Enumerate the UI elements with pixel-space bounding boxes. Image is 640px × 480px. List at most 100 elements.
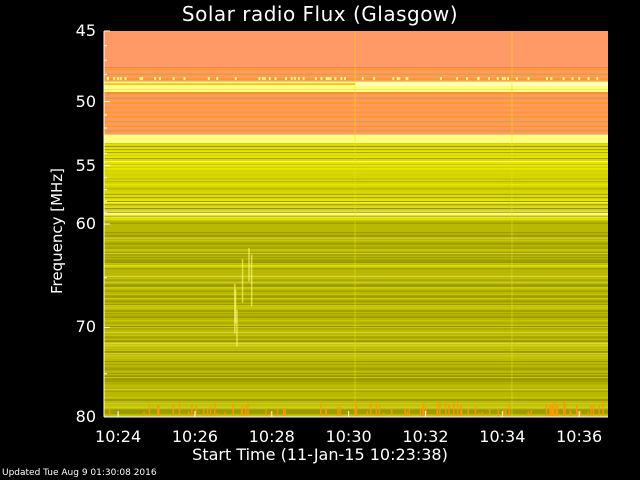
texture-line xyxy=(104,297,608,299)
texture-line xyxy=(104,221,608,223)
texture-line xyxy=(104,202,608,204)
upper-speckle xyxy=(343,77,346,81)
x-axis-label: Start Time (11-Jan-15 10:23:38) xyxy=(192,445,448,464)
x-tick-label: 10:34 xyxy=(479,427,526,446)
upper-speckle xyxy=(334,77,337,81)
texture-line xyxy=(104,267,608,269)
lower-spike xyxy=(224,411,226,417)
texture-line xyxy=(104,389,608,391)
texture-line xyxy=(104,321,608,323)
lower-spike xyxy=(172,404,175,417)
texture-line xyxy=(104,395,608,397)
lower-spike xyxy=(564,402,566,417)
lower-spike xyxy=(530,410,532,417)
lower-spike xyxy=(549,408,552,417)
texture-line xyxy=(104,336,608,338)
texture-line xyxy=(104,222,608,224)
lower-spike xyxy=(556,404,559,417)
upper-speckle xyxy=(268,77,271,81)
upper-speckle xyxy=(159,77,162,81)
texture-line xyxy=(104,272,608,274)
texture-line xyxy=(104,282,608,284)
texture-line xyxy=(104,300,608,302)
texture-line xyxy=(104,242,608,244)
lower-spike xyxy=(406,410,409,417)
texture-line xyxy=(104,299,608,301)
texture-line xyxy=(104,322,608,324)
texture-line xyxy=(104,377,608,379)
upper-speckle xyxy=(302,77,305,81)
lower-spike xyxy=(325,408,327,417)
upper-speckle xyxy=(398,77,401,81)
lower-spike xyxy=(209,406,212,417)
texture-line xyxy=(104,251,608,253)
upper-stripe xyxy=(104,125,608,127)
texture-line xyxy=(104,363,608,365)
lower-spike xyxy=(369,402,372,417)
texture-line xyxy=(104,342,608,344)
texture-line xyxy=(104,262,608,264)
texture-line xyxy=(104,263,608,265)
lower-spike xyxy=(265,409,267,417)
texture-line xyxy=(104,380,608,382)
texture-line xyxy=(104,390,608,392)
texture-line xyxy=(104,347,608,349)
texture-line xyxy=(104,230,608,232)
lower-spike xyxy=(590,405,592,417)
upper-speckle xyxy=(124,77,127,81)
texture-line xyxy=(104,384,608,386)
upper-speckle xyxy=(373,77,376,81)
upper-stripe xyxy=(104,68,608,71)
band-2 xyxy=(104,81,608,93)
burst-streak xyxy=(234,283,236,334)
upper-speckle xyxy=(119,77,122,81)
texture-line xyxy=(104,383,608,385)
upper-speckle xyxy=(361,77,364,81)
texture-line xyxy=(104,386,608,388)
texture-line xyxy=(104,258,608,260)
texture-line xyxy=(104,354,608,356)
upper-speckle xyxy=(113,77,116,81)
texture-line xyxy=(104,195,608,197)
upper-speckle xyxy=(545,77,548,81)
lower-spike xyxy=(552,401,555,417)
upper-speckle xyxy=(550,77,553,81)
texture-line xyxy=(104,348,608,350)
upper-speckle xyxy=(290,77,293,81)
texture-line xyxy=(104,295,608,297)
texture-line xyxy=(104,184,608,186)
texture-line xyxy=(104,309,608,311)
texture-line xyxy=(104,343,608,345)
lower-spike xyxy=(545,404,548,417)
texture-line xyxy=(104,269,608,271)
upper-speckle xyxy=(396,77,399,81)
upper-stripe xyxy=(104,102,608,104)
upper-speckle xyxy=(183,77,186,81)
texture-line xyxy=(104,313,608,315)
texture-line xyxy=(104,160,608,162)
lower-tint xyxy=(104,224,608,417)
texture-line xyxy=(104,373,608,375)
texture-line xyxy=(104,331,608,333)
texture-line xyxy=(104,291,608,293)
lower-spike xyxy=(366,411,369,417)
texture-line xyxy=(104,246,608,248)
burst-streak xyxy=(234,289,237,324)
texture-line xyxy=(104,358,608,360)
upper-stripe xyxy=(104,73,608,76)
texture-line xyxy=(104,226,608,228)
texture-line xyxy=(104,255,608,257)
upper-stripe xyxy=(104,120,608,123)
texture-line xyxy=(104,172,608,174)
upper-speckle xyxy=(325,77,328,81)
texture-line xyxy=(104,387,608,389)
upper-speckle xyxy=(284,77,287,81)
lower-spike xyxy=(269,411,272,417)
texture-line xyxy=(104,163,608,165)
lower-spike xyxy=(422,407,424,417)
lower-spike xyxy=(579,410,582,417)
lower-spike xyxy=(216,412,219,417)
lower-spike xyxy=(337,407,339,417)
texture-line xyxy=(104,212,608,214)
texture-line xyxy=(104,315,608,317)
